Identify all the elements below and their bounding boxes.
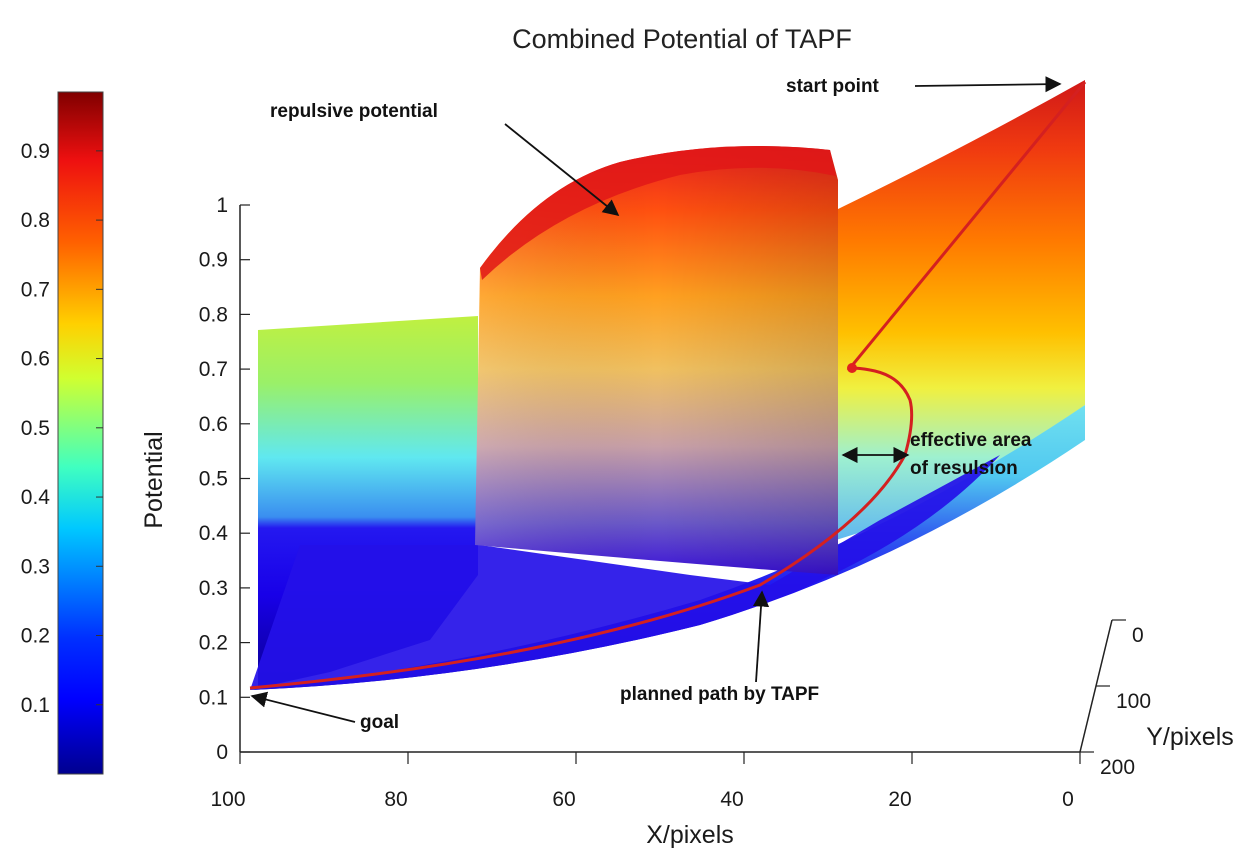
annotation-repulsive-potential: repulsive potential [270,101,438,122]
z-tick-label: 0.2 [199,632,228,655]
surface-bottom-band [250,455,1000,690]
colorbar-tick-label: 0.3 [21,555,50,578]
z-tick-label: 0.6 [199,413,228,436]
z-tick-label: 1 [216,194,228,217]
z-axis-label: Potential [140,431,168,528]
y-axis: 0 100 200 Y/pixels [1079,619,1234,779]
annotation-goal: goal [360,712,399,733]
colorbar: 0.1 0.2 0.3 0.4 0.5 0.6 0.7 0.8 0.9 [21,91,104,775]
x-tick-label: 100 [210,788,245,811]
z-tick-label: 0.1 [199,686,228,709]
colorbar-tick-label: 0.7 [21,278,50,301]
potential-surface [249,80,1087,690]
x-axis-label: X/pixels [646,821,734,849]
chart-title: Combined Potential of TAPF [512,24,852,54]
colorbar-tick-label: 0.6 [21,348,50,371]
colorbar-tick-label: 0.8 [21,209,50,232]
path-turn-point [847,363,857,373]
x-tick-label: 60 [552,788,575,811]
arrow-start-point [914,76,1062,93]
annotation-of-resulsion: of resulsion [910,458,1018,479]
arrow-goal [250,691,356,723]
colorbar-tick-label: 0.4 [21,486,51,509]
planned-path-line [249,81,1087,690]
colorbar-tick-label: 0.2 [21,625,50,648]
colorbar-tick-label: 0.9 [21,140,50,163]
x-tick-label: 40 [720,788,743,811]
z-tick-label: 0.3 [199,577,228,600]
y-tick-label: 100 [1116,690,1151,713]
x-tick-label: 80 [384,788,407,811]
annotation-start-point: start point [786,76,880,97]
y-axis-ticks: 0 100 200 [1080,619,1151,779]
z-tick-label: 0.8 [199,303,228,326]
x-tick-label: 20 [888,788,911,811]
x-tick-label: 0 [1062,788,1074,811]
y-tick-label: 200 [1100,756,1135,779]
colorbar-ticks: 0.1 0.2 0.3 0.4 0.5 0.6 0.7 0.8 0.9 [21,140,103,717]
z-axis: 0 0.1 0.2 0.3 0.4 0.5 0.6 0.7 0.8 0.9 1 Potential [140,194,250,764]
annotation-effective-area: effective area [910,430,1032,451]
cylinder-top [480,146,836,280]
colorbar-tick-label: 0.1 [21,694,50,717]
z-tick-label: 0 [216,741,228,764]
x-axis: 100 80 60 40 20 0 X/pixels [210,751,1081,849]
cylinder-shading [475,146,838,575]
z-tick-label: 0.7 [199,358,228,381]
annotation-planned-path: planned path by TAPF [620,684,819,705]
z-tick-label: 0.4 [199,522,229,545]
colorbar-gradient [57,91,104,775]
z-tick-label: 0.5 [199,468,228,491]
z-tick-label: 0.9 [199,249,228,272]
colorbar-tick-label: 0.5 [21,417,50,440]
surface-right-region [836,80,1085,540]
arrow-repulsive-potential [504,123,620,217]
y-axis-label: Y/pixels [1146,723,1234,751]
z-axis-ticks: 0 0.1 0.2 0.3 0.4 0.5 0.6 0.7 0.8 0.9 1 [199,194,250,764]
y-tick-label: 0 [1132,624,1144,647]
x-axis-ticks: 100 80 60 40 20 0 [210,752,1081,811]
arrow-planned-path [752,590,770,683]
annotations: start point repulsive potential effectiv… [250,76,1062,733]
